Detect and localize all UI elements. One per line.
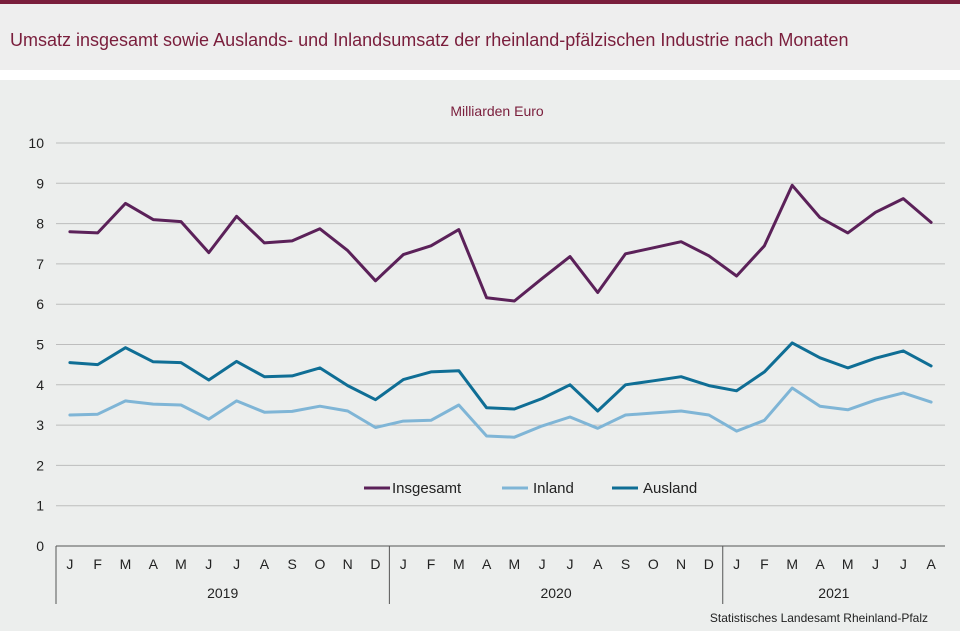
y-tick-label: 5 [36,337,44,353]
plot-area [0,80,960,631]
x-tick-label: S [621,556,630,572]
legend-label-insgesamt: Insgesamt [392,480,462,497]
y-tick-label: 3 [36,417,44,433]
x-tick-label: F [427,556,436,572]
x-tick-label: A [482,556,492,572]
x-tick-label: A [815,556,825,572]
x-tick-label: J [400,556,407,572]
x-tick-label: N [676,556,686,572]
x-tick-label: M [120,556,132,572]
x-tick-label: F [760,556,769,572]
top-accent-bar [0,0,960,4]
x-tick-label: A [260,556,270,572]
x-tick-label: A [593,556,603,572]
x-tick-label: M [509,556,521,572]
x-tick-label: J [872,556,879,572]
x-tick-label: J [233,556,240,572]
gridlines [56,142,945,507]
x-tick-label: J [733,556,740,572]
x-tick-label: A [149,556,159,572]
y-tick-label: 1 [36,498,44,514]
y-tick-label: 8 [36,216,44,232]
legend-label-inland: Inland [533,480,574,497]
x-tick-label: M [453,556,465,572]
series-line-insgesamt [68,183,933,303]
title-separator [0,70,960,80]
x-tick-label: D [704,556,714,572]
x-tick-label: J [539,556,546,572]
x-tick-label: J [566,556,573,572]
x-tick-label: F [93,556,102,572]
series-lines [68,183,933,439]
chart-title: Umsatz insgesamt sowie Auslands- und Inl… [10,30,849,50]
x-tick-label: J [900,556,907,572]
y-tick-label: 7 [36,256,44,272]
x-tick-label: D [370,556,380,572]
x-tick-label: M [786,556,798,572]
x-tick-label: M [175,556,187,572]
y-axis-ticks: 0 1 2 3 4 5 6 7 8 9 10 [28,135,44,554]
y-tick-label: 0 [36,538,44,554]
series-line-inland [68,386,933,439]
year-label: 2019 [207,585,238,601]
title-band: Umsatz insgesamt sowie Auslands- und Inl… [0,4,960,70]
year-label: 2020 [540,585,571,601]
legend-label-ausland: Ausland [643,480,697,497]
y-tick-label: 2 [36,457,44,473]
year-label: 2021 [818,585,849,601]
x-tick-label: J [66,556,73,572]
x-tick-label: O [314,556,325,572]
source-note: Statistisches Landesamt Rheinland-Pfalz [710,611,928,625]
x-tick-label: N [343,556,353,572]
y-tick-label: 10 [28,135,44,151]
x-tick-label: A [926,556,936,572]
y-tick-label: 6 [36,296,44,312]
x-tick-label: O [648,556,659,572]
unit-label: Milliarden Euro [450,103,544,119]
series-line-ausland [68,341,933,413]
y-tick-label: 4 [36,377,44,393]
x-tick-label: M [842,556,854,572]
x-tick-label: J [205,556,212,572]
legend: Insgesamt Inland Ausland [364,480,697,497]
x-tick-label: S [287,556,296,572]
y-tick-label: 9 [36,175,44,191]
